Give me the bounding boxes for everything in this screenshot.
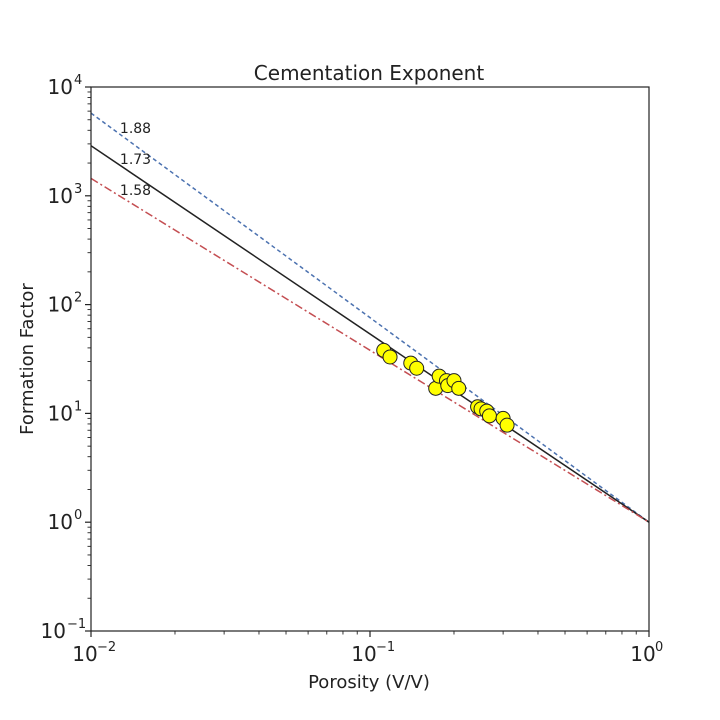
line-label-0: 1.88 xyxy=(120,121,151,137)
y-tick-exp-3: 2 xyxy=(74,291,82,306)
y-tick-exp-2: 1 xyxy=(74,399,82,414)
y-tick-label-5: 10 xyxy=(48,75,73,99)
x-tick-label-0: 10 xyxy=(72,642,97,666)
y-tick-label-3: 10 xyxy=(48,293,73,317)
x-tick-label-1: 10 xyxy=(351,642,376,666)
y-tick-label-1: 10 xyxy=(48,510,73,534)
x-axis-label: Porosity (V/V) xyxy=(308,672,430,693)
data-point-13 xyxy=(481,408,497,424)
x-tick-exp-1: −1 xyxy=(376,640,395,655)
y-tick-label-0: 10 xyxy=(41,619,66,643)
data-points xyxy=(376,342,515,433)
data-point-3 xyxy=(409,360,425,376)
data-point-9 xyxy=(451,380,467,396)
y-tick-label-2: 10 xyxy=(48,401,73,425)
y-tick-label-4: 10 xyxy=(48,184,73,208)
y-axis-label: Formation Factor xyxy=(17,283,38,435)
x-tick-exp-0: −2 xyxy=(97,640,116,655)
data-point-1 xyxy=(382,349,398,365)
trend-line-0 xyxy=(91,112,649,523)
line-labels: 1.88 1.73 1.58 xyxy=(120,121,151,199)
data-point-15 xyxy=(499,417,515,433)
axis-ticks xyxy=(85,86,650,637)
y-tick-exp-5: 4 xyxy=(74,73,82,88)
chart-title: Cementation Exponent xyxy=(254,61,485,85)
y-tick-exp-1: 0 xyxy=(74,508,82,523)
y-tick-exp-0: −1 xyxy=(67,617,86,632)
x-tick-label-2: 10 xyxy=(630,642,655,666)
y-tick-exp-4: 3 xyxy=(74,182,82,197)
trend-lines xyxy=(91,112,649,523)
line-label-1: 1.73 xyxy=(120,152,151,168)
plot-frame xyxy=(90,86,650,632)
line-label-2: 1.58 xyxy=(120,183,151,199)
x-tick-exp-2: 0 xyxy=(655,640,663,655)
trend-line-2 xyxy=(91,177,649,523)
tick-labels: 10 −2 10 −1 10 010 −110 010 110 210 310 4 xyxy=(41,73,664,666)
trend-line-1 xyxy=(91,145,649,523)
